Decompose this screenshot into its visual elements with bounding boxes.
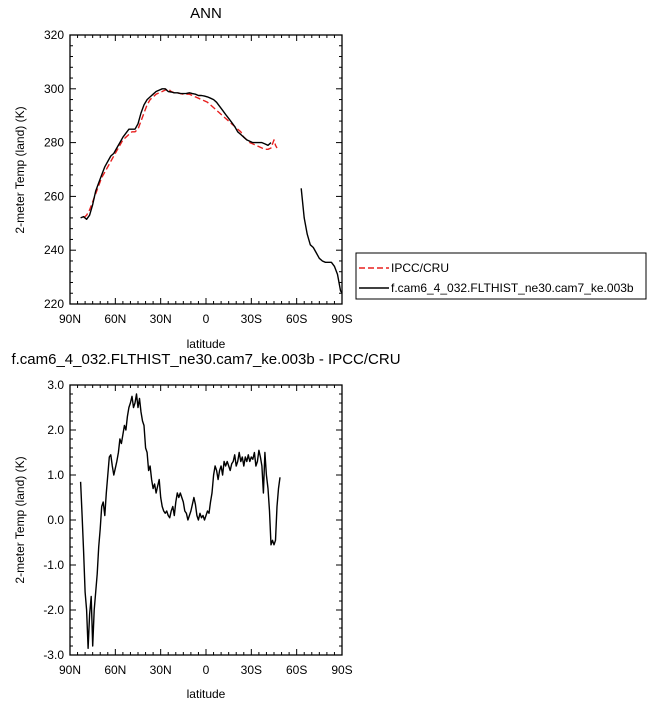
bottom-x-axis-label: latitude xyxy=(187,687,226,701)
bottom-x-tick-label: 30S xyxy=(241,663,262,677)
legend-label-ipcc-cru: IPCC/CRU xyxy=(391,261,449,275)
top-y-tick-label: 260 xyxy=(44,189,64,203)
top-y-tick-label: 280 xyxy=(44,136,64,150)
top-x-axis-label: latitude xyxy=(187,337,226,351)
top-y-tick-label: 320 xyxy=(44,28,64,42)
top-plot-frame xyxy=(69,34,343,305)
bottom-y-tick-label: 1.0 xyxy=(47,468,64,482)
top-series-1-line xyxy=(300,188,343,294)
top-panel: ANN latitude 2-meter Temp (land) (K) 90N… xyxy=(13,5,353,351)
legend: IPCC/CRU f.cam6_4_032.FLTHIST_ne30.cam7_… xyxy=(355,252,647,300)
bottom-y-tick-label: 0.0 xyxy=(47,513,64,527)
bottom-panel: f.cam6_4_032.FLTHIST_ne30.cam7_ke.003b -… xyxy=(11,351,400,701)
top-x-tick-label: 0 xyxy=(203,312,210,326)
bottom-x-tick-label: 60S xyxy=(286,663,307,677)
bottom-plot-frame xyxy=(69,384,343,656)
top-y-tick-label: 300 xyxy=(44,82,64,96)
bottom-y-tick-label: 2.0 xyxy=(47,423,64,437)
bottom-y-tick-label: -3.0 xyxy=(43,648,64,662)
bottom-y-axis-label: 2-meter Temp (land) (K) xyxy=(13,456,27,583)
top-series-0-line xyxy=(83,88,278,219)
top-x-tick-label: 60N xyxy=(104,312,126,326)
top-x-tick-label: 90S xyxy=(331,312,352,326)
bottom-chart-title: f.cam6_4_032.FLTHIST_ne30.cam7_ke.003b -… xyxy=(11,351,400,368)
bottom-y-tick-label: 3.0 xyxy=(47,378,64,392)
top-x-tick-label: 30S xyxy=(241,312,262,326)
bottom-x-tick-label: 60N xyxy=(104,663,126,677)
bottom-x-tick-label: 90N xyxy=(59,663,81,677)
bottom-x-tick-label: 0 xyxy=(203,663,210,677)
top-y-tick-label: 220 xyxy=(44,297,64,311)
legend-label-model: f.cam6_4_032.FLTHIST_ne30.cam7_ke.003b xyxy=(391,281,634,295)
top-y-axis-label: 2-meter Temp (land) (K) xyxy=(13,106,27,233)
bottom-x-tick-label: 30N xyxy=(150,663,172,677)
top-chart-title: ANN xyxy=(190,5,222,22)
bottom-series-0-line xyxy=(79,393,281,649)
top-x-tick-label: 60S xyxy=(286,312,307,326)
bottom-y-tick-label: -2.0 xyxy=(43,603,64,617)
bottom-x-tick-label: 90S xyxy=(331,663,352,677)
top-y-tick-label: 240 xyxy=(44,243,64,257)
bottom-y-tick-label: -1.0 xyxy=(43,558,64,572)
legend-box xyxy=(355,252,647,300)
top-series-1-line xyxy=(80,88,272,221)
top-x-tick-label: 90N xyxy=(59,312,81,326)
top-x-tick-label: 30N xyxy=(150,312,172,326)
